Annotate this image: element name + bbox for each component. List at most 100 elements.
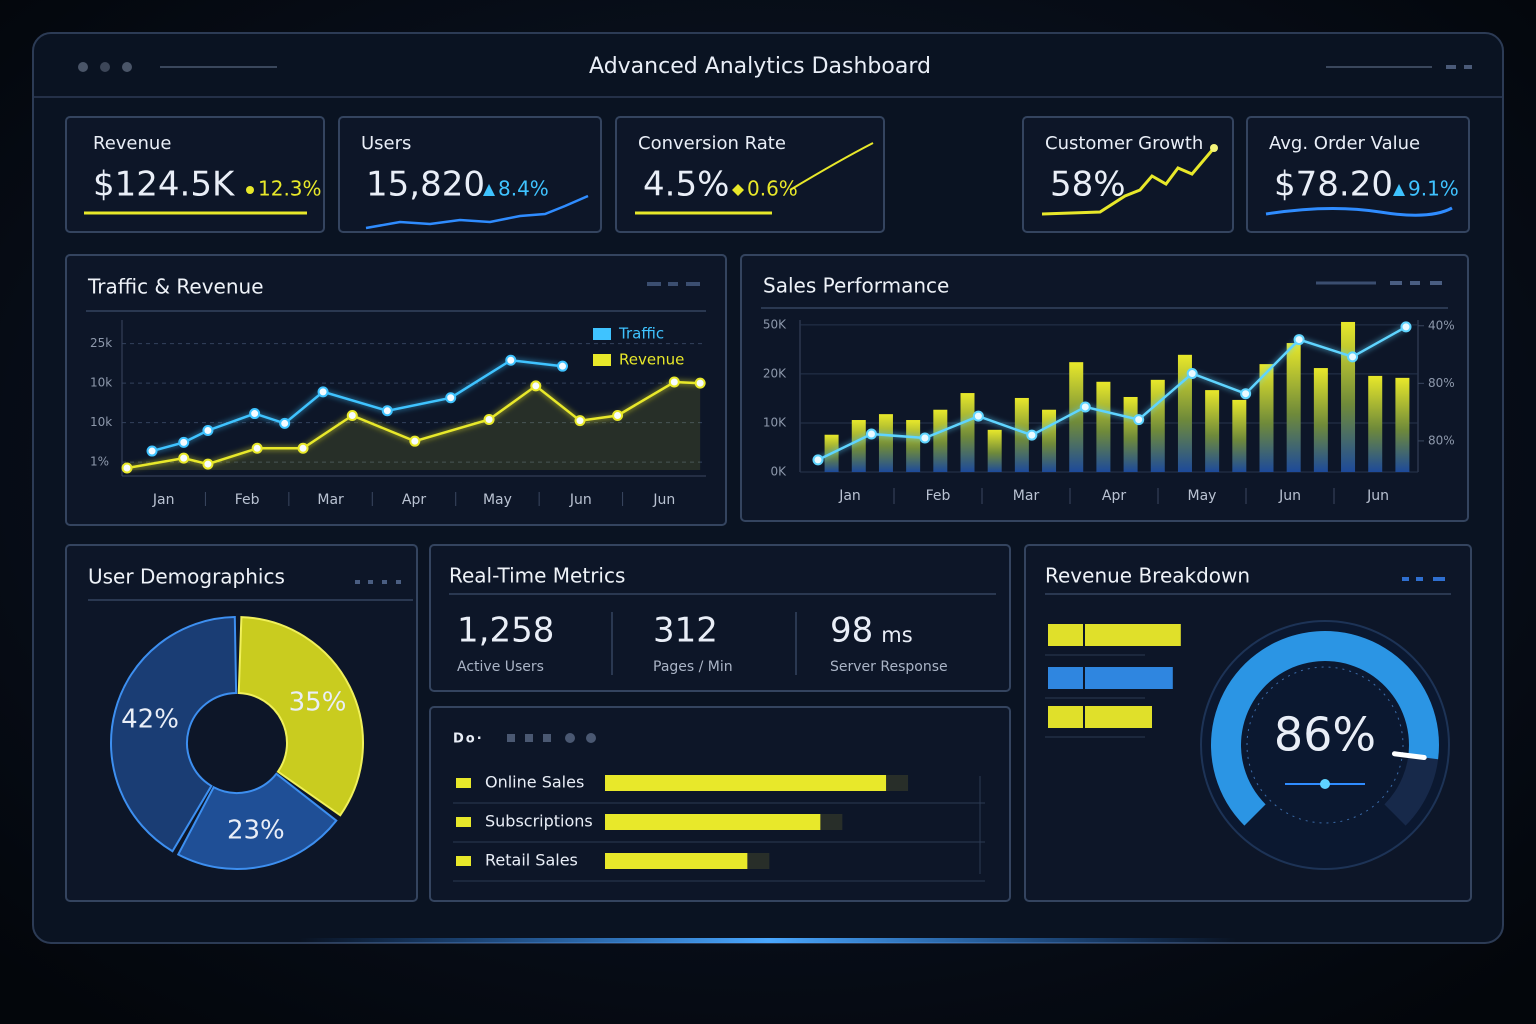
point <box>146 445 158 457</box>
bar <box>987 429 1002 472</box>
point <box>865 428 877 440</box>
bar <box>605 775 887 791</box>
panel-menu[interactable] <box>647 282 700 286</box>
legend-swatch <box>456 778 471 788</box>
y2-tick-label: 80% <box>1428 376 1455 390</box>
bar <box>1395 377 1410 472</box>
x-tick-label: Feb <box>235 492 260 508</box>
bar <box>1048 624 1181 646</box>
line <box>151 359 563 453</box>
legend-swatch <box>456 817 471 827</box>
panel-menu[interactable] <box>1402 577 1445 581</box>
point <box>668 376 680 388</box>
change-marker <box>732 184 744 196</box>
x-tick-label: Jan <box>152 492 175 508</box>
point <box>409 435 421 447</box>
kpi-card <box>1246 116 1470 233</box>
x-tick-label: Mar <box>1013 488 1040 504</box>
point <box>1240 388 1252 400</box>
donut-segment <box>237 616 364 817</box>
window-dot[interactable] <box>100 62 110 72</box>
x-tick-label: Jun <box>1366 488 1389 504</box>
panel-menu[interactable] <box>1316 281 1442 285</box>
metric-value: 1,258 <box>457 611 554 651</box>
point <box>574 415 586 427</box>
filter-dot <box>507 734 515 742</box>
point <box>317 386 329 398</box>
bar <box>1286 343 1301 472</box>
bar <box>1042 409 1057 472</box>
panel-title: Traffic & Revenue <box>87 275 264 299</box>
bar <box>960 393 975 472</box>
bar <box>906 420 921 472</box>
window-dot[interactable] <box>78 62 88 72</box>
point <box>445 392 457 404</box>
kpi-label: Customer Growth <box>1045 133 1203 154</box>
menu-dash <box>1416 577 1423 581</box>
metric-label: Server Response <box>830 659 948 675</box>
menu-dash <box>355 580 360 584</box>
y-tick-label: 10k <box>90 415 112 429</box>
line <box>817 325 1407 462</box>
kpi-label: Avg. Order Value <box>1269 133 1420 154</box>
filter-dots[interactable] <box>507 733 596 743</box>
kpi-label: Users <box>361 133 411 154</box>
sparkline <box>1041 147 1216 216</box>
metric-value: 312 <box>653 611 718 651</box>
gauge-inner <box>1246 666 1404 824</box>
sparkline-dot <box>1210 144 1218 152</box>
kpi-value: $124.5K <box>93 165 236 205</box>
kpi-change: 8.4% <box>498 177 549 201</box>
bar <box>1259 364 1274 472</box>
panel-title: Do· <box>453 732 484 747</box>
point <box>1186 368 1198 380</box>
bar <box>605 853 748 869</box>
point <box>483 413 495 425</box>
menu-dash <box>1390 281 1402 285</box>
kpi-change: 0.6% <box>747 177 798 201</box>
window-dot[interactable] <box>122 62 132 72</box>
sparkline <box>789 142 874 191</box>
kpi-card <box>615 116 885 233</box>
bar <box>1341 321 1356 472</box>
bar <box>1048 667 1173 689</box>
sparkline <box>1265 206 1453 217</box>
bar <box>605 814 821 830</box>
gauge-dot <box>1320 779 1330 789</box>
change-marker <box>246 186 254 194</box>
point <box>812 454 824 466</box>
y-tick-label: 10k <box>90 376 112 390</box>
menu-dash <box>1410 281 1420 285</box>
x-tick-label: May <box>1188 488 1217 504</box>
x-tick-label: Jun <box>1278 488 1301 504</box>
metric-unit: ms <box>881 623 912 647</box>
legend-swatch <box>456 856 471 866</box>
point <box>251 442 263 454</box>
menu-dash <box>368 580 373 584</box>
bar <box>1096 381 1111 472</box>
point <box>557 360 569 372</box>
menu-dash <box>1433 577 1445 581</box>
point <box>297 442 309 454</box>
realtime-panel <box>429 544 1011 692</box>
kpi-value: $78.20 <box>1274 165 1393 205</box>
kpi-value: 15,820 <box>366 165 485 205</box>
point <box>1400 321 1412 333</box>
kpi-value: 58% <box>1050 165 1126 205</box>
x-tick-label: Jun <box>652 492 675 508</box>
bar <box>933 409 948 472</box>
x-tick-label: May <box>483 492 512 508</box>
x-tick-label: Jun <box>569 492 592 508</box>
gauge-needle <box>1391 751 1427 761</box>
point <box>279 417 291 429</box>
menu-dash <box>647 282 661 286</box>
legend-label: Traffic <box>618 325 664 343</box>
y2-tick-label: 40% <box>1428 318 1455 332</box>
point <box>1293 334 1305 346</box>
point <box>530 380 542 392</box>
y-tick-label: 10K <box>763 415 787 429</box>
x-tick-label: Feb <box>926 488 951 504</box>
bar-label: Online Sales <box>485 773 584 792</box>
panel-menu[interactable] <box>355 580 401 584</box>
kpi-label: Conversion Rate <box>638 133 786 154</box>
